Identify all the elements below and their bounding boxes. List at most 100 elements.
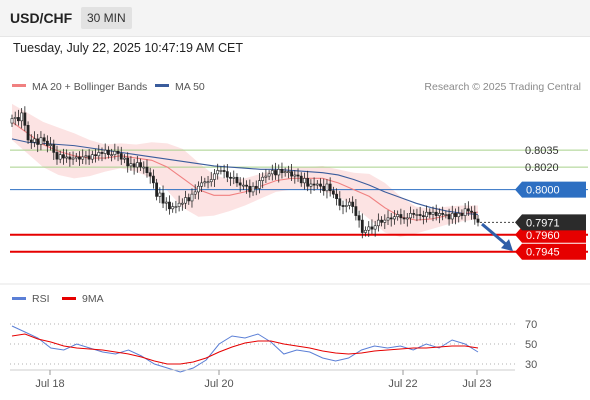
candle [158,187,162,204]
candle [303,172,306,190]
candle-body [264,175,268,178]
candle [306,170,310,192]
candle [142,161,146,174]
candle-body [39,137,43,145]
candle-body [26,125,30,141]
current-price-value: 0.7971 [526,217,560,229]
candle [177,195,181,212]
candle [277,164,281,183]
candle-body [454,213,457,218]
candle-body [123,157,126,160]
candle-body [319,183,322,187]
candle [241,177,245,190]
candle-body [431,211,435,215]
rsi-pane: 70 50 30 [10,319,537,373]
price-legend: MA 20 + Bollinger Bands MA 50 Research ©… [12,81,581,93]
candle [296,168,300,182]
ma20-legend-swatch [12,84,26,87]
candle-body [174,206,178,208]
candle [20,108,24,129]
candle [425,205,428,223]
rsi-ma-line [11,333,479,365]
rsi-tick-label: 50 [525,339,537,351]
credit-text: Research © 2025 Trading Central [424,81,581,93]
candle [123,154,126,164]
candle [438,208,441,224]
candle-body [434,211,438,216]
candle [81,149,85,165]
candle [171,202,175,213]
candle-body [457,213,461,218]
candle [248,179,252,198]
candle [155,178,159,201]
candle-body [45,140,49,146]
candle-body [168,201,171,210]
candle-body [235,176,239,184]
candle-body [119,153,123,160]
timeframe-badge[interactable]: 30 MIN [81,7,132,29]
candle-body [476,218,480,223]
candle [10,114,14,128]
candle-body [258,180,261,189]
candle [55,145,59,165]
candle [444,210,448,219]
candle-body [428,211,432,215]
candle [58,150,62,164]
candle [180,198,184,211]
candle-body [463,208,467,216]
candle [399,208,403,225]
candle-body [293,174,297,177]
candle-body [116,150,120,154]
candle-body [17,117,20,122]
candle-body [158,192,162,197]
candle [299,172,303,187]
candle [412,209,416,219]
candle-body [386,217,390,221]
candle-body [10,118,14,124]
candle [187,193,191,205]
candle [193,184,197,200]
ma20-legend-label: MA 20 + Bollinger Bands [32,81,147,93]
forecast-arrow-head [501,239,513,252]
candle-body [348,201,351,206]
candle [267,169,271,181]
candle-body [71,157,75,160]
candle [393,210,396,225]
candle [135,155,139,173]
candle-body [84,155,88,158]
candle [454,208,457,225]
candle [460,209,464,220]
candle-body [277,169,281,176]
candle [119,146,123,165]
rsi-legend: RSI 9MA [12,293,104,305]
candle-body [399,214,403,219]
candle-body [447,214,451,220]
candle [219,166,223,175]
candle-body [286,171,290,173]
candle [441,206,445,221]
candle-body [135,162,139,168]
candle-body [376,219,380,227]
candle-body [364,229,367,233]
candle [232,170,236,185]
candle [113,143,117,160]
candle-body [357,215,361,221]
candle-body [283,171,287,174]
ma50-legend-swatch [155,84,169,87]
candle [174,200,178,214]
candle-body [309,183,313,187]
candle-body [42,137,46,142]
candle [274,162,277,180]
candle [209,171,213,187]
candle [129,156,133,171]
candle-body [254,185,258,189]
rsi-legend-label: RSI [32,293,50,305]
level-tag-pivot [515,181,586,198]
candle-body [245,184,249,187]
rsi-ma-legend-label: 9MA [82,293,104,305]
candle-body [200,182,204,187]
candle [42,133,46,146]
candle [319,178,322,193]
candle [139,158,142,172]
